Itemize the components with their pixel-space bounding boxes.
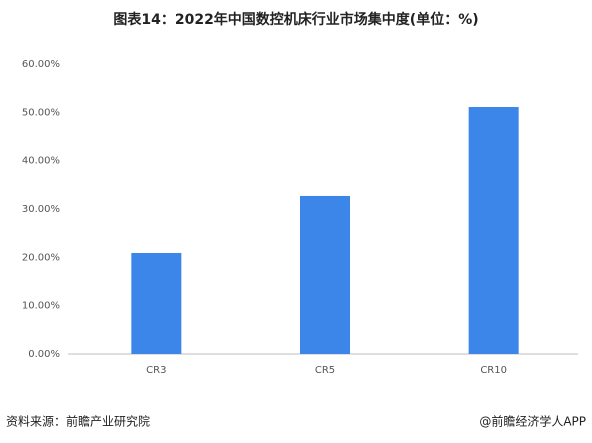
- bar: [468, 107, 519, 355]
- bar: [300, 195, 350, 354]
- x-tick-label: CR3: [146, 365, 166, 376]
- x-tick-label: CR5: [315, 365, 335, 376]
- y-tick-label: 0.00%: [28, 349, 60, 360]
- credit: @前瞻经济学人APP: [479, 414, 586, 429]
- y-tick-label: 60.00%: [22, 59, 60, 70]
- x-tick-label: CR10: [480, 365, 507, 376]
- chart-title: 图表14：2022年中国数控机床行业市场集中度(单位：%): [113, 11, 478, 28]
- y-tick-label: 20.00%: [22, 252, 60, 263]
- source: 资料来源：前瞻产业研究院: [6, 414, 150, 429]
- bar: [131, 252, 182, 354]
- y-tick-label: 30.00%: [22, 204, 60, 215]
- y-tick-label: 10.00%: [22, 301, 60, 312]
- y-tick-label: 50.00%: [22, 107, 60, 118]
- y-tick-label: 40.00%: [22, 156, 60, 167]
